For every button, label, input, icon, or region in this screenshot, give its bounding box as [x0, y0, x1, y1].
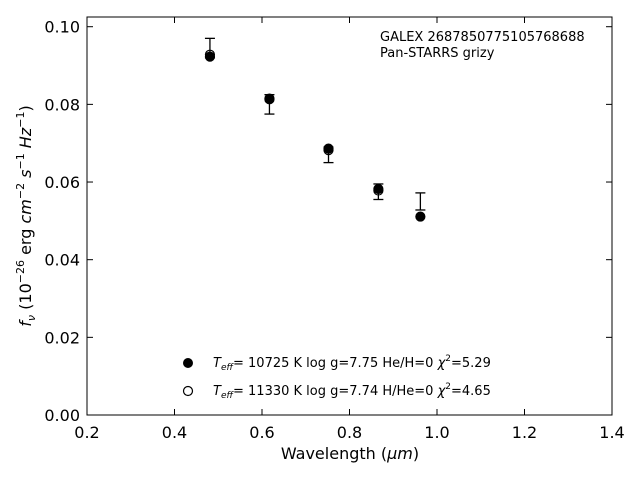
y-axis-label: fν (10−26 erg cm−2 s−1 Hz−1) — [14, 105, 38, 326]
axis-ticks: 0.2 0.4 0.6 0.8 1.0 1.2 1.4 0.00 0.02 0.04 0.06 0.0… — [44, 17, 625, 442]
y-tick-label: 0.00 — [44, 406, 80, 425]
y-tick-label: 0.06 — [44, 173, 80, 192]
x-axis-label: Wavelength (μm) — [281, 444, 419, 463]
data-points — [204, 49, 426, 222]
annotation-line-2: Pan-STARRS grizy — [380, 46, 495, 61]
x-tick-label: 1.2 — [512, 423, 537, 442]
legend-entry-2: Teff= 11330 K log g=7.74 H/He=0 χ2=4.65 — [213, 382, 491, 401]
y-tick-label: 0.02 — [44, 328, 80, 347]
model-point-open — [264, 93, 275, 104]
model-point-open — [204, 49, 216, 60]
y-tick-label: 0.10 — [44, 18, 80, 37]
x-tick-label: 1.4 — [599, 423, 624, 442]
legend-entry-1: Teff= 10725 K log g=7.75 He/H=0 χ2=5.29 — [213, 354, 491, 373]
y-tick-label: 0.08 — [44, 95, 80, 114]
legend: Teff= 10725 K log g=7.75 He/H=0 χ2=5.29 … — [182, 354, 491, 401]
y-tick-label: 0.04 — [44, 251, 80, 270]
x-tick-label: 0.6 — [249, 423, 274, 442]
legend-marker-filled — [183, 358, 193, 368]
plot-area — [86, 16, 613, 416]
x-tick-label: 0.4 — [162, 423, 187, 442]
model-point-open — [373, 185, 384, 196]
x-tick-label: 0.8 — [337, 423, 362, 442]
x-tick-label: 0.2 — [74, 423, 99, 442]
annotation-line-1: GALEX 2687850775105768688 — [380, 30, 585, 45]
x-tick-label: 1.0 — [424, 423, 449, 442]
legend-marker-open — [182, 385, 194, 397]
model-point-open — [323, 145, 334, 156]
model-point-filled — [415, 211, 426, 222]
